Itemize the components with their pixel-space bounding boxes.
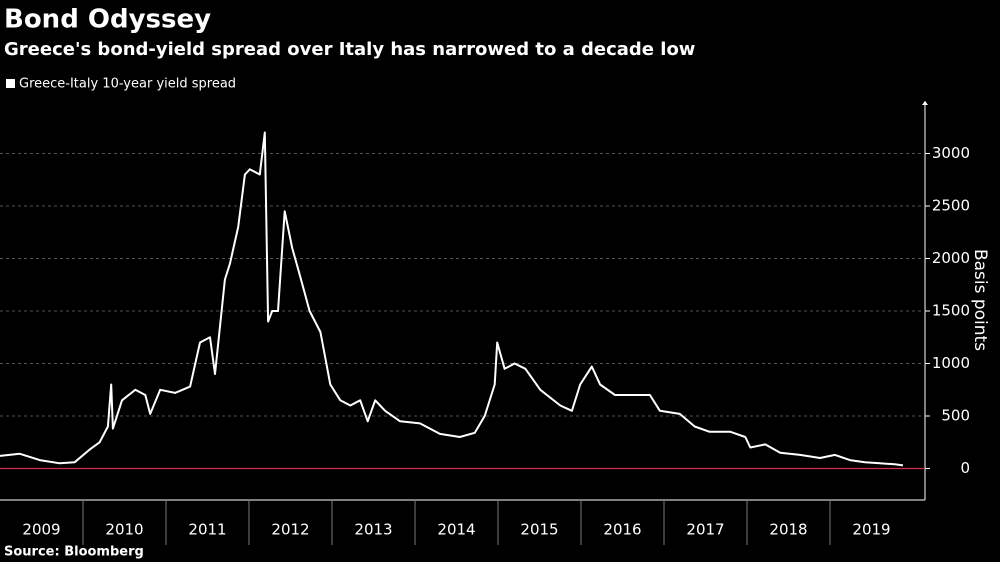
- y-axis-arrow: [922, 101, 928, 105]
- y-tick-label: 2500: [932, 197, 970, 215]
- x-tick-label: 2019: [852, 521, 890, 539]
- y-tick-label: 2000: [932, 249, 970, 267]
- y-tick-label: 500: [941, 407, 970, 425]
- x-tick-label: 2011: [188, 521, 226, 539]
- y-tick-label: 0: [960, 459, 970, 477]
- x-tick-label: 2013: [354, 521, 392, 539]
- x-tick-label: 2018: [769, 521, 807, 539]
- y-tick-label: 1500: [932, 302, 970, 320]
- x-tick-label: 2015: [520, 521, 558, 539]
- y-tick-label: 1000: [932, 354, 970, 372]
- source: Source: Bloomberg: [4, 545, 144, 560]
- x-tick-label: 2012: [271, 521, 309, 539]
- chart-title: Bond Odyssey: [4, 5, 211, 35]
- x-tick-label: 2010: [105, 521, 143, 539]
- legend-swatch: [6, 79, 15, 88]
- legend-label: Greece-Italy 10-year yield spread: [19, 77, 236, 92]
- line-series: [0, 131, 904, 467]
- x-tick-label: 2009: [22, 521, 60, 539]
- chart-subtitle: Greece's bond-yield spread over Italy ha…: [4, 39, 695, 60]
- x-tick-label: 2017: [686, 521, 724, 539]
- y-axis-label: Basis points: [970, 249, 990, 351]
- x-tick-label: 2014: [437, 521, 475, 539]
- x-tick-label: 2016: [603, 521, 641, 539]
- y-tick-label: 3000: [932, 144, 970, 162]
